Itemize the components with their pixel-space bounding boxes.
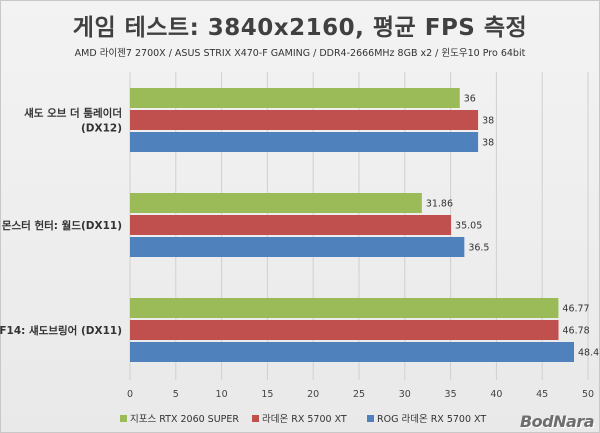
bar	[130, 342, 575, 362]
category-label: 섀도 오브 더 툼레이더	[24, 107, 122, 120]
x-tick-label: 35	[445, 389, 457, 400]
legend-label: 지포스 RTX 2060 SUPER	[130, 414, 239, 425]
bar	[130, 320, 559, 340]
legend: 지포스 RTX 2060 SUPER 라데온 RX 5700 XT ROG 라데온 …	[120, 414, 486, 425]
x-tick-labels: 0 5 10 15 20 25 30 35 40 45 50	[127, 389, 594, 400]
bar	[130, 215, 452, 235]
x-tick-label: 45	[536, 389, 548, 400]
bar	[130, 88, 460, 108]
x-tick-label: 5	[173, 389, 179, 400]
legend-label: ROG 라데온 RX 5700 XT	[377, 414, 486, 425]
bar-value-label: 46.78	[563, 326, 590, 337]
bar-value-label: 31.86	[426, 199, 453, 210]
bar-value-label: 46.77	[562, 304, 589, 315]
bar	[130, 298, 559, 318]
chart-subtitle: AMD 라이젠7 2700X / ASUS STRIX X470-F GAMIN…	[74, 48, 526, 59]
bar	[130, 132, 479, 152]
bar-value-label: 38	[482, 138, 494, 149]
bar-value-label: 48.472	[578, 348, 600, 359]
legend-label: 라데온 RX 5700 XT	[262, 414, 347, 425]
x-tick-label: 25	[353, 389, 365, 400]
legend-swatch	[252, 415, 259, 422]
category-label: FF14: 섀도브링어 (DX11)	[0, 324, 122, 337]
chart-title: 게임 테스트: 3840x2160, 평균 FPS 측정	[72, 15, 528, 41]
category-labels: 섀도 오브 더 툼레이더 (DX12) 몬스터 헌터: 월드(DX11) FF14: …	[0, 107, 122, 338]
bar-value-label: 38	[482, 116, 494, 127]
x-tick-label: 50	[582, 389, 594, 400]
x-tick-label: 20	[307, 389, 319, 400]
bar	[130, 110, 479, 130]
x-tick-label: 40	[490, 389, 502, 400]
watermark-logo: BodNara	[519, 412, 595, 431]
legend-swatch	[367, 415, 374, 422]
bar-value-label: 36.5	[468, 243, 489, 254]
bar-value-label: 36	[464, 94, 476, 105]
bar	[130, 237, 465, 257]
x-tick-label: 10	[216, 389, 228, 400]
x-tick-label: 30	[399, 389, 411, 400]
legend-swatch	[120, 415, 127, 422]
category-label: (DX12)	[81, 123, 122, 135]
bar	[130, 193, 422, 213]
category-label: 몬스터 헌터: 월드(DX11)	[2, 219, 122, 232]
x-tick-label: 15	[261, 389, 273, 400]
x-tick-label: 0	[127, 389, 133, 400]
bar-value-label: 35.05	[455, 221, 482, 232]
